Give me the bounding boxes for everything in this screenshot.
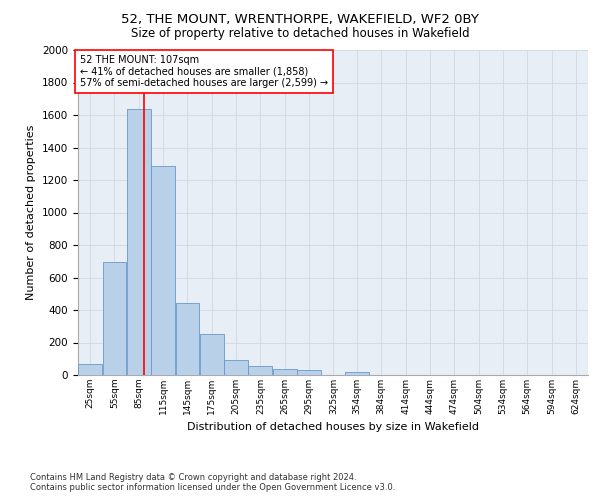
Text: 52, THE MOUNT, WRENTHORPE, WAKEFIELD, WF2 0BY: 52, THE MOUNT, WRENTHORPE, WAKEFIELD, WF… — [121, 12, 479, 26]
Bar — [176, 302, 199, 375]
Bar — [273, 370, 297, 375]
Bar — [103, 262, 127, 375]
Bar — [248, 366, 272, 375]
Y-axis label: Number of detached properties: Number of detached properties — [26, 125, 37, 300]
Bar — [127, 108, 151, 375]
Bar — [297, 370, 321, 375]
Bar — [224, 360, 248, 375]
Bar — [345, 372, 369, 375]
Text: 52 THE MOUNT: 107sqm
← 41% of detached houses are smaller (1,858)
57% of semi-de: 52 THE MOUNT: 107sqm ← 41% of detached h… — [80, 55, 328, 88]
X-axis label: Distribution of detached houses by size in Wakefield: Distribution of detached houses by size … — [187, 422, 479, 432]
Bar — [151, 166, 175, 375]
Text: Contains HM Land Registry data © Crown copyright and database right 2024.
Contai: Contains HM Land Registry data © Crown c… — [30, 473, 395, 492]
Text: Size of property relative to detached houses in Wakefield: Size of property relative to detached ho… — [131, 28, 469, 40]
Bar — [200, 334, 224, 375]
Bar — [78, 364, 102, 375]
